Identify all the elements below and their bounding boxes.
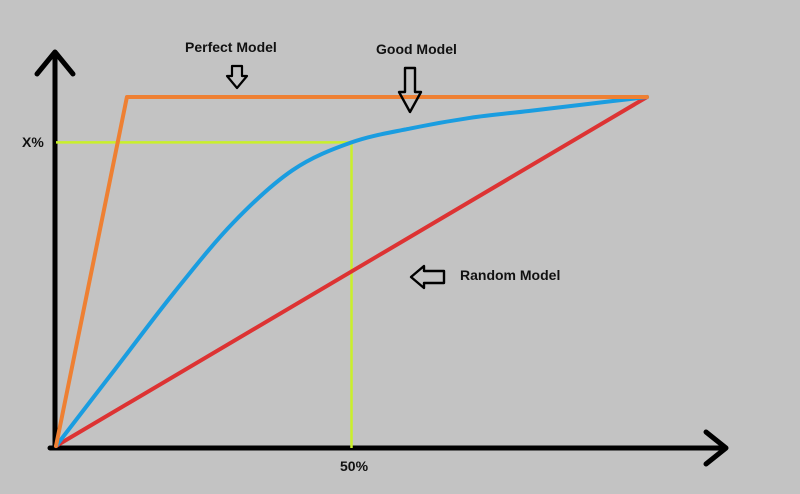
x-axis-arrowhead [703, 429, 729, 467]
perfect-model-label: Perfect Model [185, 39, 277, 55]
y-tick-label-x-percent: X% [22, 134, 44, 150]
random-model-label: Random Model [460, 267, 561, 283]
axes [34, 49, 729, 467]
good-arrow-icon [397, 66, 423, 114]
y-axis-arrowhead [34, 49, 76, 77]
annotation-arrows [225, 64, 446, 290]
random-arrow-icon [409, 264, 446, 290]
x-tick-label-50-percent: 50% [340, 458, 369, 474]
guide-lines [56, 141, 353, 448]
series-line-good-model [54, 95, 649, 448]
series-line-random-model [54, 95, 649, 448]
perfect-arrow-icon [225, 64, 249, 90]
series-line-perfect-model [54, 95, 649, 448]
series-group [54, 95, 649, 448]
good-model-label: Good Model [376, 41, 457, 57]
